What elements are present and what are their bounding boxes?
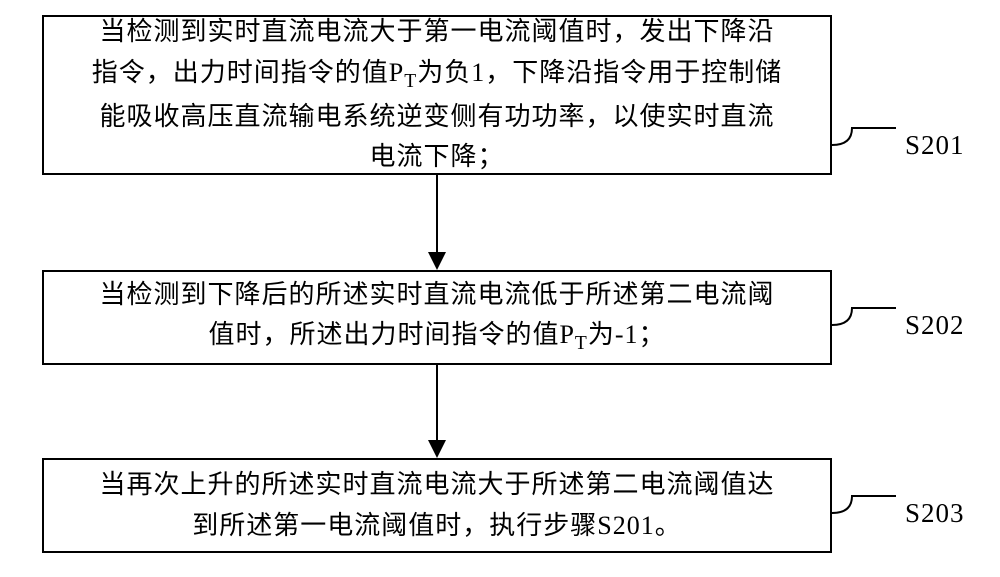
- step-label-s201: S201: [905, 130, 965, 161]
- leader-curve-s201: [832, 126, 896, 147]
- leader-curve-s202: [832, 306, 896, 327]
- step-box-s203: 当再次上升的所述实时直流电流大于所述第二电流阈值达到所述第一电流阈值时，执行步骤…: [42, 458, 832, 553]
- arrow-head-1: [428, 440, 446, 458]
- arrow-line-0: [436, 175, 438, 254]
- step-text-s202: 当检测到下降后的所述实时直流电流低于所述第二电流阈值时，所述出力时间指令的值PT…: [99, 275, 774, 360]
- leader-curve-s203: [832, 494, 896, 515]
- step-label-s202: S202: [905, 310, 965, 341]
- step-box-s202: 当检测到下降后的所述实时直流电流低于所述第二电流阈值时，所述出力时间指令的值PT…: [42, 270, 832, 365]
- step-text-s201: 当检测到实时直流电流大于第一电流阈值时，发出下降沿指令，出力时间指令的值PT为负…: [92, 12, 782, 177]
- step-text-s203: 当再次上升的所述实时直流电流大于所述第二电流阈值达到所述第一电流阈值时，执行步骤…: [99, 465, 774, 546]
- arrow-head-0: [428, 252, 446, 270]
- step-label-s203: S203: [905, 498, 965, 529]
- step-box-s201: 当检测到实时直流电流大于第一电流阈值时，发出下降沿指令，出力时间指令的值PT为负…: [42, 15, 832, 175]
- flowchart-canvas: 当检测到实时直流电流大于第一电流阈值时，发出下降沿指令，出力时间指令的值PT为负…: [0, 0, 1000, 577]
- arrow-line-1: [436, 365, 438, 442]
